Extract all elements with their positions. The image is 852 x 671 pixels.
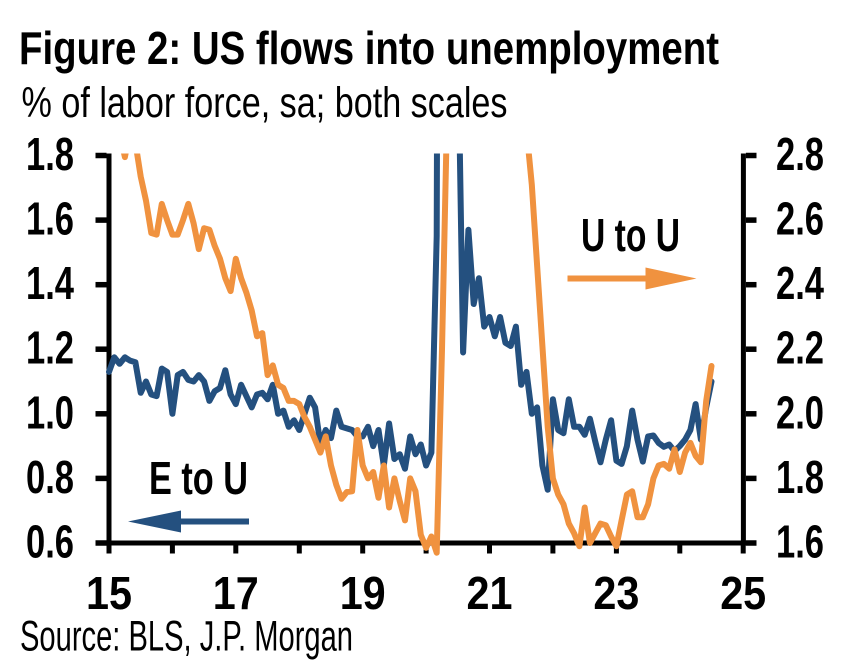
svg-text:Figure 2: US flows into unempl: Figure 2: US flows into unemployment [19,22,719,74]
svg-text:1.8: 1.8 [776,451,824,503]
svg-text:2.0: 2.0 [776,386,824,438]
svg-text:1.2: 1.2 [26,322,74,374]
svg-text:% of labor force, sa; both sca: % of labor force, sa; both scales [22,79,508,127]
svg-text:2.2: 2.2 [776,322,824,374]
svg-text:19: 19 [340,567,386,619]
svg-text:1.4: 1.4 [26,257,74,309]
svg-text:0.8: 0.8 [26,451,74,503]
svg-text:2.4: 2.4 [776,257,824,309]
svg-text:0.6: 0.6 [26,516,74,568]
svg-text:2.6: 2.6 [776,193,824,245]
svg-text:U to U: U to U [581,209,680,261]
svg-text:15: 15 [86,567,132,619]
svg-text:1.8: 1.8 [26,128,74,180]
svg-text:1.0: 1.0 [26,386,74,438]
svg-text:25: 25 [720,567,766,619]
svg-text:23: 23 [593,567,639,619]
svg-text:2.8: 2.8 [776,128,824,180]
svg-text:17: 17 [213,567,259,619]
svg-text:1.6: 1.6 [776,516,824,568]
svg-text:E to U: E to U [149,452,248,504]
svg-text:Source: BLS, J.P. Morgan: Source: BLS, J.P. Morgan [20,613,353,661]
svg-text:21: 21 [467,567,513,619]
svg-text:1.6: 1.6 [26,193,74,245]
